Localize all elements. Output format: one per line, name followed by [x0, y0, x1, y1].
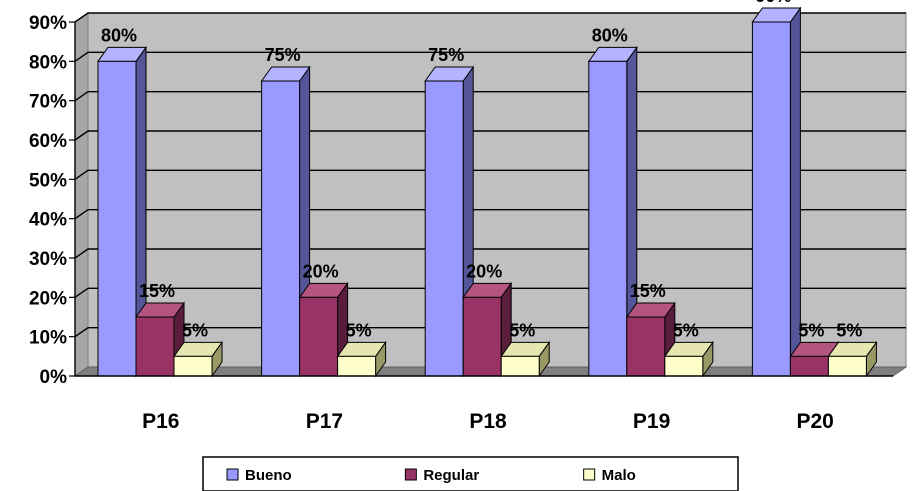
data-labels: 80% 15% 5% 75% 20% 5% 75% 20% 5% 80% 15% 5% 90% 5% 5% [101, 0, 862, 340]
bar [424, 80, 464, 377]
x-tick-label: P18 [469, 410, 507, 433]
bar [135, 316, 175, 377]
y-tick-label: 50% [29, 170, 67, 191]
data-label: 90% [755, 0, 791, 6]
data-label: 5% [673, 320, 699, 340]
data-label: 15% [630, 281, 666, 301]
plot-side-wall [74, 12, 89, 377]
y-tick-label: 30% [29, 249, 67, 270]
bar [664, 355, 704, 377]
y-tick-label: 80% [29, 52, 67, 73]
bar [337, 355, 377, 377]
data-label: 5% [509, 320, 535, 340]
bars [97, 6, 878, 378]
bar [626, 316, 666, 377]
x-tick-label: P20 [797, 410, 834, 433]
gridline [74, 12, 906, 23]
bar [500, 355, 540, 377]
data-label: 15% [139, 281, 175, 301]
data-label: 80% [592, 25, 628, 45]
data-label: 5% [836, 320, 862, 340]
y-tick-label: 40% [29, 210, 67, 231]
y-tick-label: 10% [29, 328, 67, 349]
y-tick-label: 70% [29, 92, 67, 113]
bar [462, 296, 502, 377]
bar [299, 296, 339, 377]
data-label: 5% [182, 320, 208, 340]
x-tick-label: P16 [142, 410, 179, 433]
bar [751, 21, 791, 377]
data-label: 80% [101, 25, 137, 45]
legend: Bueno Regular Malo [202, 456, 739, 491]
legend-label: Regular [423, 467, 479, 484]
y-tick-label: 60% [29, 131, 67, 152]
legend-swatch [583, 468, 596, 481]
bar [827, 355, 867, 377]
y-tick-label: 20% [29, 288, 67, 309]
data-label: 5% [798, 320, 824, 340]
bar [261, 80, 301, 377]
x-axis: P16 P17 P18 P19 P20 [75, 375, 893, 433]
bar [97, 60, 137, 377]
y-tick-label: 0% [40, 367, 68, 388]
bar [789, 355, 829, 377]
x-tick-label: P17 [306, 410, 343, 433]
legend-box [202, 456, 739, 491]
data-label: 20% [466, 261, 502, 281]
y-tick-label: 90% [29, 13, 67, 34]
legend-label: Bueno [245, 467, 292, 484]
data-label: 20% [303, 261, 339, 281]
data-label: 75% [428, 45, 464, 65]
legend-label: Malo [602, 467, 636, 484]
data-label: 75% [265, 45, 301, 65]
legend-swatch [404, 468, 417, 481]
x-tick-label: P19 [633, 410, 670, 433]
data-label: 5% [346, 320, 372, 340]
bar [173, 355, 213, 377]
y-axis: 0% 10% 20% 30% 40% 50% 60% 70% 80% 90% [29, 13, 76, 388]
legend-swatch [226, 468, 239, 481]
bar [588, 60, 628, 377]
